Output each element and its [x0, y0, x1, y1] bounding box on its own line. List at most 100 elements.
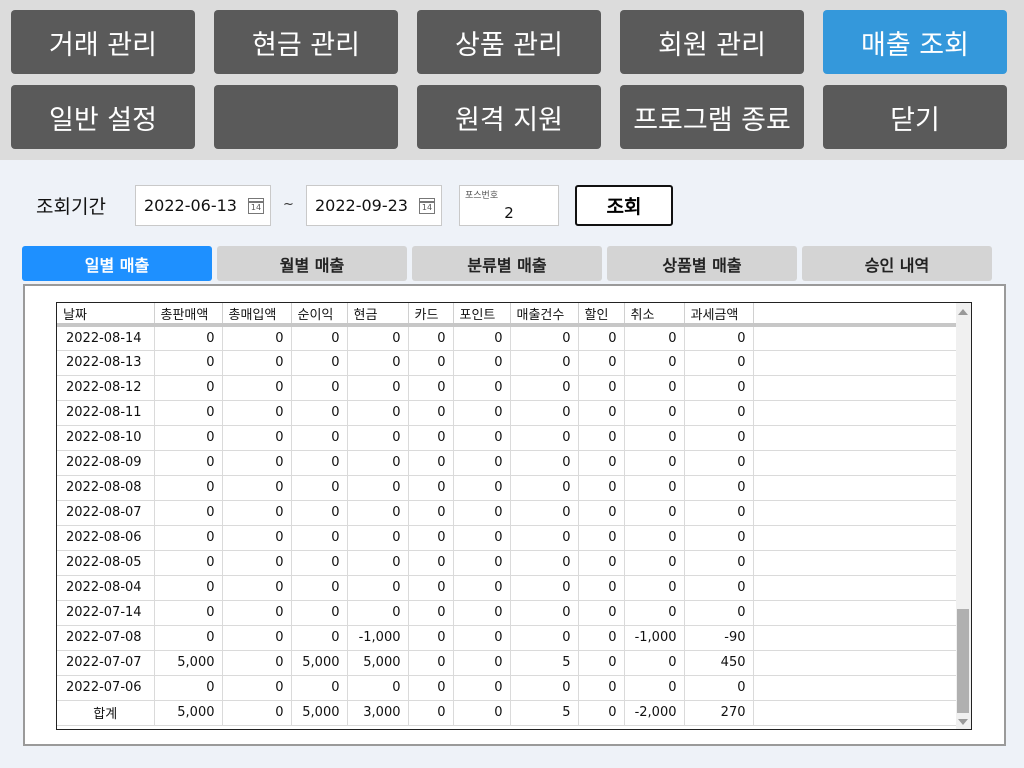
value-cell: 0	[684, 550, 754, 576]
menu-exit-button[interactable]: 프로그램 종료	[620, 85, 804, 149]
menu-cash-button[interactable]: 현금 관리	[214, 10, 398, 74]
value-cell: 0	[578, 600, 625, 626]
scrollbar-thumb[interactable]	[957, 609, 969, 713]
value-cell: 0	[578, 475, 625, 501]
filler-cell	[753, 575, 959, 601]
filler-cell	[753, 350, 959, 376]
calendar-icon[interactable]: 14	[419, 198, 435, 214]
menu-product-button[interactable]: 상품 관리	[417, 10, 601, 74]
value-cell: 0	[347, 450, 409, 476]
start-date-value: 2022-06-13	[144, 196, 237, 215]
table-row[interactable]: 2022-08-14 0 0 0 0 0 0 0 0 0 0	[57, 325, 959, 351]
table-row[interactable]: 2022-08-09 0 0 0 0 0 0 0 0 0 0	[57, 450, 959, 476]
vertical-scrollbar[interactable]	[956, 303, 971, 729]
value-cell: 5	[510, 650, 579, 676]
table-row[interactable]: 2022-08-13 0 0 0 0 0 0 0 0 0 0	[57, 350, 959, 376]
value-cell: 0	[347, 425, 409, 451]
tab-daily-sales[interactable]: 일별 매출	[22, 246, 212, 281]
value-cell: 0	[624, 325, 685, 351]
menu-remote-button[interactable]: 원격 지원	[417, 85, 601, 149]
column-header[interactable]: 현금	[347, 303, 409, 327]
menu-member-button[interactable]: 회원 관리	[620, 10, 804, 74]
pos-number-field[interactable]: 포스번호 2	[459, 185, 559, 226]
tab-approval-history[interactable]: 승인 내역	[802, 246, 992, 281]
tab-product-sales[interactable]: 상품별 매출	[607, 246, 797, 281]
value-cell: -1,000	[624, 625, 685, 651]
table-row[interactable]: 2022-08-04 0 0 0 0 0 0 0 0 0 0	[57, 575, 959, 601]
menu-settings-button[interactable]: 일반 설정	[11, 85, 195, 149]
sales-table: 날짜 총판매액 총매입액 순이익 현금 카드 포인트 매출건수 할인 취소 과세…	[57, 303, 959, 726]
tab-category-sales[interactable]: 분류별 매출	[412, 246, 602, 281]
filler-cell	[753, 375, 959, 401]
total-label-cell: 합계	[57, 700, 155, 726]
value-cell: 5,000	[291, 650, 348, 676]
value-cell: 0	[347, 600, 409, 626]
menu-blank-button[interactable]	[214, 85, 398, 149]
table-row[interactable]: 2022-08-07 0 0 0 0 0 0 0 0 0 0	[57, 500, 959, 526]
menu-trade-button[interactable]: 거래 관리	[11, 10, 195, 74]
filler-cell	[753, 325, 959, 351]
table-row[interactable]: 2022-07-14 0 0 0 0 0 0 0 0 0 0	[57, 600, 959, 626]
table-row[interactable]: 2022-08-12 0 0 0 0 0 0 0 0 0 0	[57, 375, 959, 401]
start-date-field[interactable]: 2022-06-13 14	[135, 185, 271, 226]
value-cell: 0	[154, 375, 223, 401]
filler-cell	[753, 525, 959, 551]
value-cell: 0	[222, 475, 292, 501]
table-row[interactable]: 2022-08-06 0 0 0 0 0 0 0 0 0 0	[57, 525, 959, 551]
search-button[interactable]: 조회	[575, 185, 673, 226]
table-row[interactable]: 2022-08-10 0 0 0 0 0 0 0 0 0 0	[57, 425, 959, 451]
date-cell: 2022-07-08	[57, 625, 155, 651]
value-cell: 0	[347, 500, 409, 526]
column-header[interactable]: 포인트	[453, 303, 511, 327]
date-cell: 2022-08-05	[57, 550, 155, 576]
value-cell: 270	[684, 700, 754, 726]
value-cell: 0	[510, 500, 579, 526]
table-row[interactable]: 2022-08-05 0 0 0 0 0 0 0 0 0 0	[57, 550, 959, 576]
value-cell: 0	[453, 525, 511, 551]
table-row[interactable]: 2022-08-11 0 0 0 0 0 0 0 0 0 0	[57, 400, 959, 426]
value-cell: 450	[684, 650, 754, 676]
column-header[interactable]: 총매입액	[222, 303, 292, 327]
total-row[interactable]: 합계 5,000 0 5,000 3,000 0 0 5 0 -2,000 270	[57, 700, 959, 726]
column-header[interactable]: 카드	[408, 303, 454, 327]
value-cell: 3,000	[347, 700, 409, 726]
value-cell: 0	[408, 675, 454, 701]
value-cell: 0	[578, 325, 625, 351]
value-cell: 0	[578, 425, 625, 451]
column-header[interactable]: 총판매액	[154, 303, 223, 327]
value-cell: 0	[624, 500, 685, 526]
value-cell: 0	[347, 675, 409, 701]
column-header[interactable]: 과세금액	[684, 303, 754, 327]
scroll-up-icon[interactable]	[958, 309, 968, 315]
value-cell: 0	[222, 400, 292, 426]
value-cell: 0	[222, 575, 292, 601]
value-cell: 0	[453, 325, 511, 351]
value-cell: 0	[453, 700, 511, 726]
column-header[interactable]: 순이익	[291, 303, 348, 327]
table-row[interactable]: 2022-07-06 0 0 0 0 0 0 0 0 0 0	[57, 675, 959, 701]
column-header[interactable]: 매출건수	[510, 303, 579, 327]
value-cell: 0	[408, 550, 454, 576]
value-cell: 5,000	[347, 650, 409, 676]
value-cell: 0	[624, 550, 685, 576]
menu-close-button[interactable]: 닫기	[823, 85, 1007, 149]
column-header[interactable]: 할인	[578, 303, 625, 327]
table-row[interactable]: 2022-07-07 5,000 0 5,000 5,000 0 0 5 0 0 450	[57, 650, 959, 676]
end-date-field[interactable]: 2022-09-23 14	[306, 185, 442, 226]
filler-cell	[753, 675, 959, 701]
value-cell: 0	[291, 425, 348, 451]
value-cell: 0	[624, 350, 685, 376]
calendar-icon[interactable]: 14	[248, 198, 264, 214]
scroll-down-icon[interactable]	[958, 719, 968, 725]
value-cell: 0	[222, 450, 292, 476]
table-row[interactable]: 2022-07-08 0 0 0 -1,000 0 0 0 0 -1,000 -90	[57, 625, 959, 651]
column-header[interactable]: 취소	[624, 303, 685, 327]
menu-sales-button[interactable]: 매출 조회	[823, 10, 1007, 74]
table-row[interactable]: 2022-08-08 0 0 0 0 0 0 0 0 0 0	[57, 475, 959, 501]
column-header[interactable]: 날짜	[57, 303, 155, 327]
date-cell: 2022-08-09	[57, 450, 155, 476]
pos-number-value: 2	[504, 204, 514, 222]
value-cell: 0	[510, 600, 579, 626]
value-cell: 5,000	[154, 650, 223, 676]
tab-monthly-sales[interactable]: 월별 매출	[217, 246, 407, 281]
